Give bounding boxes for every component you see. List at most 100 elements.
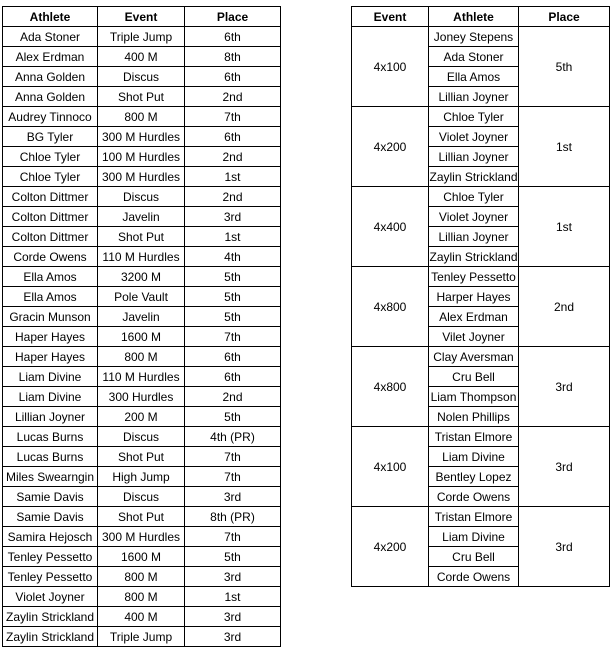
cell: Zaylin Strickland — [2, 606, 98, 627]
athlete-cell: Cru Bell — [428, 366, 519, 387]
cell: Discus — [97, 486, 185, 507]
cell: 800 M — [97, 586, 185, 607]
athlete-cell: Liam Divine — [428, 446, 519, 467]
place-cell: 3rd — [518, 346, 610, 427]
row: BG Tyler 300 M Hurdles 6th — [2, 126, 281, 147]
athlete-cell: Vilet Joyner — [428, 326, 519, 347]
cell: High Jump — [97, 466, 185, 487]
cell: 8th (PR) — [184, 506, 281, 527]
cell: 6th — [184, 366, 281, 387]
row: Ella Amos Pole Vault 5th — [2, 286, 281, 307]
cell: Liam Divine — [2, 386, 98, 407]
athlete-cell: Zaylin Strickland — [428, 166, 519, 187]
athlete-cell: Joney Stepens — [428, 26, 519, 47]
row: Tenley Pessetto 800 M 3rd — [2, 566, 281, 587]
athlete-cell: Nolen Phillips — [428, 406, 519, 427]
row: Nolen Phillips — [352, 406, 610, 427]
cell: Anna Golden — [2, 86, 98, 107]
event-cell: 4x100 — [351, 26, 429, 107]
athlete-cell: Lillian Joyner — [428, 226, 519, 247]
athlete-cell: Clay Aversman — [428, 346, 519, 367]
cell: Zaylin Strickland — [2, 626, 98, 647]
row: Colton Dittmer Discus 2nd — [2, 186, 281, 207]
cell: 400 M — [97, 46, 185, 67]
cell: 3rd — [184, 626, 281, 647]
athlete-cell: Tristan Elmore — [428, 426, 519, 447]
athlete-cell: Tenley Pessetto — [428, 266, 519, 287]
results-table: Athlete Event Place Ada Stoner Triple Jump 6t… — [2, 6, 281, 647]
cell: 200 M — [97, 406, 185, 427]
cell: 6th — [184, 126, 281, 147]
cell: 2nd — [184, 146, 281, 167]
cell: Shot Put — [97, 86, 185, 107]
row: Audrey Tinnoco 800 M 7th — [2, 106, 281, 127]
cell: 100 M Hurdles — [97, 146, 185, 167]
row: Gracin Munson Javelin 5th — [2, 306, 281, 327]
place-cell: 2nd — [518, 266, 610, 347]
athlete-cell: Violet Joyner — [428, 206, 519, 227]
row: 4x200 Chloe Tyler 1st — [351, 106, 610, 187]
row: Zaylin Strickland — [352, 246, 610, 267]
cell: 110 M Hurdles — [97, 366, 185, 387]
athlete-cell: Liam Thompson — [428, 386, 519, 407]
cell: Alex Erdman — [2, 46, 98, 67]
cell: Tenley Pessetto — [2, 566, 98, 587]
row: 4x800 Clay Aversman 3rd — [351, 346, 610, 427]
cell: 7th — [184, 326, 281, 347]
cell: 5th — [184, 306, 281, 327]
place-cell: 1st — [518, 186, 610, 267]
event-cell: 4x200 — [351, 506, 429, 587]
cell: 5th — [184, 406, 281, 427]
cell: Pole Vault — [97, 286, 185, 307]
row: Anna Golden Discus 6th — [2, 66, 281, 87]
cell: Samie Davis — [2, 506, 98, 527]
header-cell: Event — [97, 6, 185, 27]
header-cell: Event — [351, 6, 429, 27]
cell: 1st — [184, 166, 281, 187]
cell: 6th — [184, 26, 281, 47]
cell: 5th — [184, 266, 281, 287]
cell: Ella Amos — [2, 266, 98, 287]
row: Samira Hejosch 300 M Hurdles 7th — [2, 526, 281, 547]
cell: 2nd — [184, 386, 281, 407]
cell: Discus — [97, 186, 185, 207]
cell: 6th — [184, 66, 281, 87]
row: Liam Divine — [352, 446, 610, 467]
row: 4x100 Tristan Elmore 3rd — [351, 426, 610, 507]
row: Zaylin Strickland 400 M 3rd — [2, 606, 281, 627]
athlete-cell: Zaylin Strickland — [428, 246, 519, 267]
cell: Javelin — [97, 206, 185, 227]
cell: Samie Davis — [2, 486, 98, 507]
cell: Miles Swearngin — [2, 466, 98, 487]
header-row: Event Athlete Place — [351, 6, 610, 27]
athlete-cell: Liam Divine — [428, 526, 519, 547]
athlete-cell: Corde Owens — [428, 486, 519, 507]
row: Cru Bell — [352, 546, 610, 567]
cell: Lucas Burns — [2, 446, 98, 467]
event-cell: 4x800 — [351, 346, 429, 427]
cell: 400 M — [97, 606, 185, 627]
header-row: Athlete Event Place — [2, 6, 281, 27]
athlete-cell: Chloe Tyler — [428, 186, 519, 207]
athlete-cell: Bentley Lopez — [428, 466, 519, 487]
cell: 1st — [184, 586, 281, 607]
row: Haper Hayes 1600 M 7th — [2, 326, 281, 347]
cell: 7th — [184, 446, 281, 467]
cell: Liam Divine — [2, 366, 98, 387]
cell: Triple Jump — [97, 626, 185, 647]
cell: 6th — [184, 346, 281, 367]
cell: Chloe Tyler — [2, 146, 98, 167]
row: Bentley Lopez — [352, 466, 610, 487]
cell: Colton Dittmer — [2, 186, 98, 207]
cell: Lillian Joyner — [2, 406, 98, 427]
row: Corde Owens — [352, 566, 610, 587]
cell: Shot Put — [97, 506, 185, 527]
row: Ada Stoner Triple Jump 6th — [2, 26, 281, 47]
place-cell: 3rd — [518, 426, 610, 507]
row: Liam Divine 300 Hurdles 2nd — [2, 386, 281, 407]
cell: Lucas Burns — [2, 426, 98, 447]
header-cell: Place — [518, 6, 610, 27]
athlete-cell: Ada Stoner — [428, 46, 519, 67]
row: Haper Hayes 800 M 6th — [2, 346, 281, 367]
cell: Chloe Tyler — [2, 166, 98, 187]
